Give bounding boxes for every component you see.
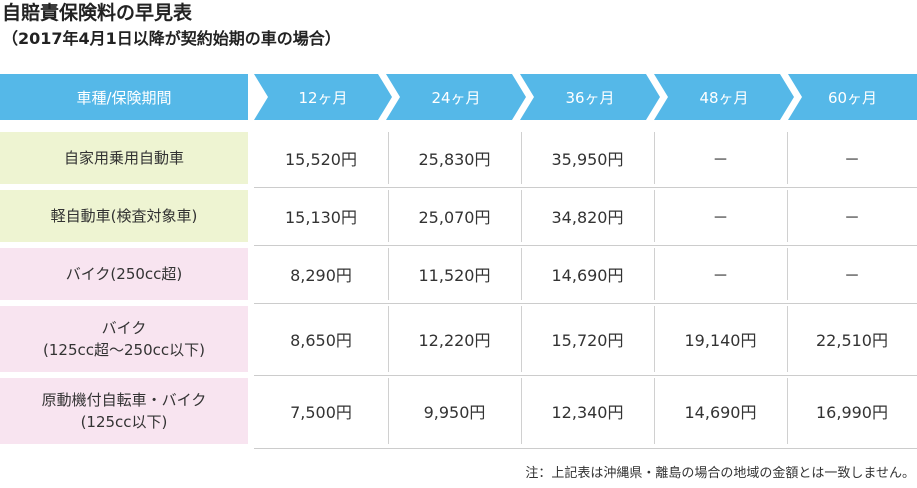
premium-cell: 25,830円 xyxy=(388,132,522,184)
header-24-months: 24ヶ月 xyxy=(386,74,526,120)
premium-cell: 15,520円 xyxy=(254,132,389,184)
row-divider xyxy=(254,187,917,188)
premium-cell: － xyxy=(843,208,860,227)
header-vehicle-type: 車種/保険期間 xyxy=(0,74,248,120)
header-48-months: 48ヶ月 xyxy=(654,74,794,120)
premium-cell: － xyxy=(843,266,860,285)
table-row: 軽自動車(検査対象車) 15,130円 25,070円 34,820円 － － xyxy=(0,190,917,242)
row-label-line: (125cc以下) xyxy=(80,413,168,431)
premium-cell: 35,950円 xyxy=(521,132,655,184)
row-label-line: バイク xyxy=(101,319,147,337)
table-row: 自家用乗用自動車 15,520円 25,830円 35,950円 － － xyxy=(0,132,917,184)
row-label: 原動機付自転車・バイク (125cc以下) xyxy=(0,378,248,444)
header-12-months: 12ヶ月 xyxy=(254,74,392,120)
header-60-months: 60ヶ月 xyxy=(788,74,917,120)
premium-cell: 9,950円 xyxy=(388,378,522,444)
premium-cell: 12,220円 xyxy=(388,306,522,372)
row-divider xyxy=(254,303,917,304)
row-label-line: 原動機付自転車・バイク xyxy=(41,391,207,409)
premium-cell: 22,510円 xyxy=(816,331,888,350)
row-label: 自家用乗用自動車 xyxy=(0,132,248,184)
premium-cell: 12,340円 xyxy=(521,378,655,444)
premium-cell: 15,130円 xyxy=(254,190,389,242)
row-label: バイク (125cc超～250cc以下) xyxy=(0,306,248,372)
premium-cell: 8,290円 xyxy=(254,248,389,300)
table-row: 原動機付自転車・バイク (125cc以下) 7,500円 9,950円 12,3… xyxy=(0,378,917,444)
row-divider xyxy=(254,375,917,376)
premium-cell: 34,820円 xyxy=(521,190,655,242)
premium-cell: 19,140円 xyxy=(654,306,788,372)
row-divider xyxy=(254,245,917,246)
row-label: バイク(250cc超) xyxy=(0,248,248,300)
premium-cell: － xyxy=(654,132,788,184)
row-divider xyxy=(254,448,917,449)
premium-cell: － xyxy=(843,150,860,169)
row-label: 軽自動車(検査対象車) xyxy=(0,190,248,242)
premium-cell: 14,690円 xyxy=(654,378,788,444)
page-subtitle: （2017年4月1日以降が契約始期の車の場合） xyxy=(2,29,341,48)
premium-cell: 15,720円 xyxy=(521,306,655,372)
page-title: 自賠責保険料の早見表 xyxy=(2,2,193,24)
premium-cell: － xyxy=(654,190,788,242)
premium-cell: 14,690円 xyxy=(521,248,655,300)
table-row: バイク(250cc超) 8,290円 11,520円 14,690円 － － xyxy=(0,248,917,300)
row-label-line: (125cc超～250cc以下) xyxy=(43,341,205,359)
premium-cell: 16,990円 xyxy=(816,403,888,422)
table-header-row: 車種/保険期間 12ヶ月 24ヶ月 36ヶ月 48ヶ月 60ヶ月 xyxy=(0,74,917,120)
premium-cell: 8,650円 xyxy=(254,306,389,372)
premium-cell: 7,500円 xyxy=(254,378,389,444)
premium-cell: 11,520円 xyxy=(388,248,522,300)
premium-cell: 25,070円 xyxy=(388,190,522,242)
footnote: 注：上記表は沖縄県・離島の場合の地域の金額とは一致しません。 xyxy=(525,466,915,481)
premium-cell: － xyxy=(654,248,788,300)
table-row: バイク (125cc超～250cc以下) 8,650円 12,220円 15,7… xyxy=(0,306,917,372)
header-36-months: 36ヶ月 xyxy=(520,74,660,120)
